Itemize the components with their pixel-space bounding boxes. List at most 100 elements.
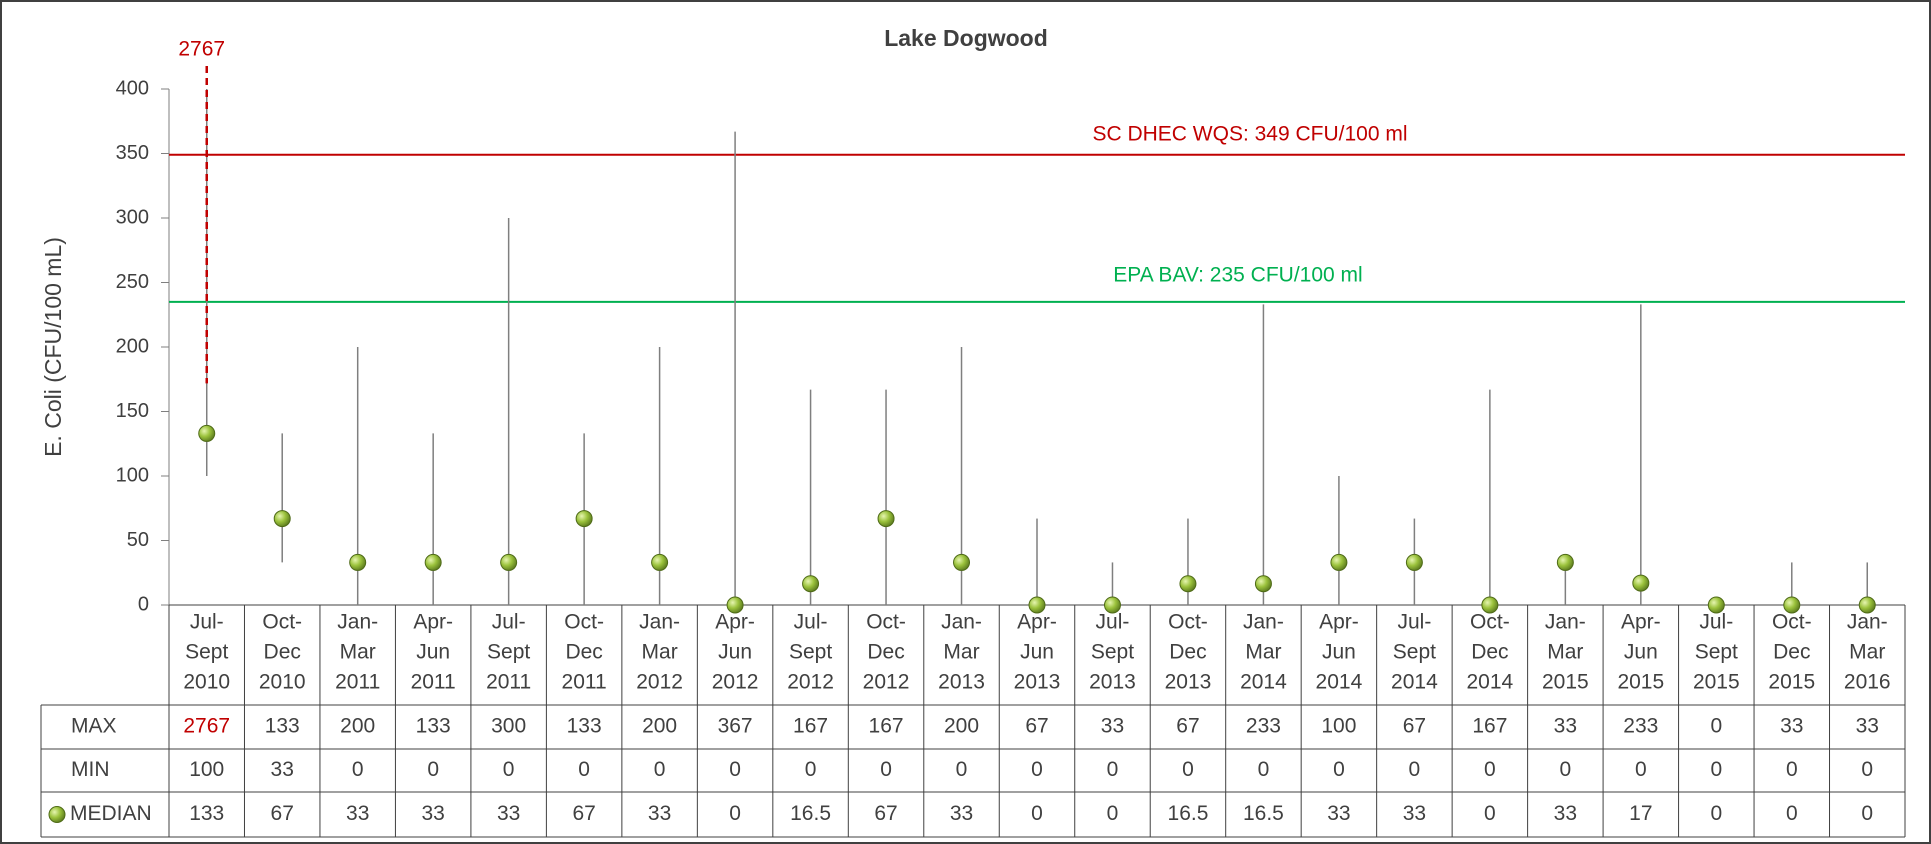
legend-label: MEDIAN xyxy=(70,802,152,825)
x-tick-label: Mar xyxy=(1245,641,1281,664)
x-tick-label: 2016 xyxy=(1844,671,1891,694)
table-value: 16.5 xyxy=(790,802,831,825)
x-tick-label: 2011 xyxy=(411,671,456,694)
x-tick-label: 2012 xyxy=(863,671,910,694)
x-tick-label: Dec xyxy=(1169,641,1206,664)
x-tick-label: 2014 xyxy=(1316,671,1363,694)
table-value: 0 xyxy=(1182,758,1194,781)
x-tick-label: Mar xyxy=(1849,641,1885,664)
table-value: 0 xyxy=(1786,758,1798,781)
table-value: 133 xyxy=(265,715,300,738)
median-marker xyxy=(1783,596,1801,614)
y-tick-label: 350 xyxy=(116,142,149,164)
table-value: 0 xyxy=(1710,802,1722,825)
table-value: 33 xyxy=(497,802,520,825)
median-marker xyxy=(1858,596,1876,614)
median-marker xyxy=(273,510,291,528)
table-value: 33 xyxy=(950,802,973,825)
table-value: 233 xyxy=(1246,715,1281,738)
x-tick-label: Apr- xyxy=(715,611,755,634)
x-tick-label: Sept xyxy=(789,641,832,664)
x-tick-label: Jul- xyxy=(492,611,526,634)
x-tick-label: Jul- xyxy=(1699,611,1733,634)
x-tick-label: Mar xyxy=(340,641,376,664)
x-tick-label: 2010 xyxy=(183,671,230,694)
x-tick-label: Jul- xyxy=(190,611,224,634)
x-tick-label: 2013 xyxy=(938,671,985,694)
median-marker xyxy=(424,553,442,571)
x-tick-label: Mar xyxy=(1547,641,1583,664)
x-tick-label: Jan- xyxy=(639,611,680,634)
table-value: 167 xyxy=(869,715,904,738)
table-value: 67 xyxy=(1025,715,1048,738)
median-marker xyxy=(575,510,593,528)
x-tick-label: Sept xyxy=(185,641,228,664)
x-tick-label: Jun xyxy=(416,641,450,664)
table-value: 33 xyxy=(421,802,444,825)
table-value: 67 xyxy=(1176,715,1199,738)
y-tick-label: 250 xyxy=(116,271,149,293)
x-tick-label: 2011 xyxy=(562,671,607,694)
x-tick-label: 2011 xyxy=(335,671,380,694)
x-tick-label: 2015 xyxy=(1617,671,1664,694)
table-value: 0 xyxy=(1710,715,1722,738)
x-tick-label: Jan- xyxy=(1545,611,1586,634)
table-value: 100 xyxy=(1321,715,1356,738)
table-value: 33 xyxy=(346,802,369,825)
table-value: 133 xyxy=(567,715,602,738)
x-tick-label: 2012 xyxy=(712,671,759,694)
x-tick-label: 2013 xyxy=(1014,671,1061,694)
table-value: 33 xyxy=(1554,802,1577,825)
legend-label: MAX xyxy=(71,715,117,738)
x-tick-label: Jun xyxy=(1322,641,1356,664)
median-marker xyxy=(349,553,367,571)
x-tick-label: Oct- xyxy=(866,611,906,634)
median-marker xyxy=(1330,553,1348,571)
median-marker xyxy=(1028,596,1046,614)
x-tick-label: Sept xyxy=(1695,641,1738,664)
table-value: 0 xyxy=(729,758,741,781)
x-tick-label: Jun xyxy=(1020,641,1054,664)
table-value: 0 xyxy=(654,758,666,781)
reference-label: EPA BAV: 235 CFU/100 ml xyxy=(1113,264,1362,287)
x-tick-label: Oct- xyxy=(1772,611,1812,634)
table-value: 0 xyxy=(1786,802,1798,825)
table-value: 33 xyxy=(1780,715,1803,738)
x-tick-label: Mar xyxy=(642,641,678,664)
table-value: 167 xyxy=(793,715,828,738)
legend-marker xyxy=(48,806,66,823)
table-value: 0 xyxy=(1710,758,1722,781)
median-marker xyxy=(1556,553,1574,571)
table-value: 0 xyxy=(880,758,892,781)
table-value: 0 xyxy=(1484,802,1496,825)
overflow-label: 2767 xyxy=(178,38,225,61)
table-value: 0 xyxy=(352,758,364,781)
y-tick-label: 50 xyxy=(127,529,149,551)
table-value: 0 xyxy=(1031,758,1043,781)
x-tick-label: 2011 xyxy=(486,671,531,694)
x-tick-label: Apr- xyxy=(1017,611,1057,634)
x-tick-label: 2015 xyxy=(1542,671,1589,694)
table-value: 33 xyxy=(271,758,294,781)
table-value: 0 xyxy=(729,802,741,825)
median-marker xyxy=(726,596,744,614)
y-tick-label: 300 xyxy=(116,206,149,228)
table-value: 33 xyxy=(1327,802,1350,825)
x-tick-label: 2015 xyxy=(1768,671,1815,694)
y-tick-label: 150 xyxy=(116,400,149,422)
table-value: 0 xyxy=(805,758,817,781)
table-value: 0 xyxy=(1107,758,1119,781)
table-value: 133 xyxy=(416,715,451,738)
x-tick-label: Jan- xyxy=(941,611,982,634)
median-marker xyxy=(877,510,895,528)
table-value: 0 xyxy=(1861,758,1873,781)
x-tick-label: Jan- xyxy=(337,611,378,634)
x-tick-label: Mar xyxy=(943,641,979,664)
table-value: 2767 xyxy=(183,715,230,738)
median-marker xyxy=(651,553,669,571)
table-value: 0 xyxy=(1333,758,1345,781)
table-value: 0 xyxy=(578,758,590,781)
table-value: 33 xyxy=(648,802,671,825)
x-tick-label: Sept xyxy=(1091,641,1134,664)
